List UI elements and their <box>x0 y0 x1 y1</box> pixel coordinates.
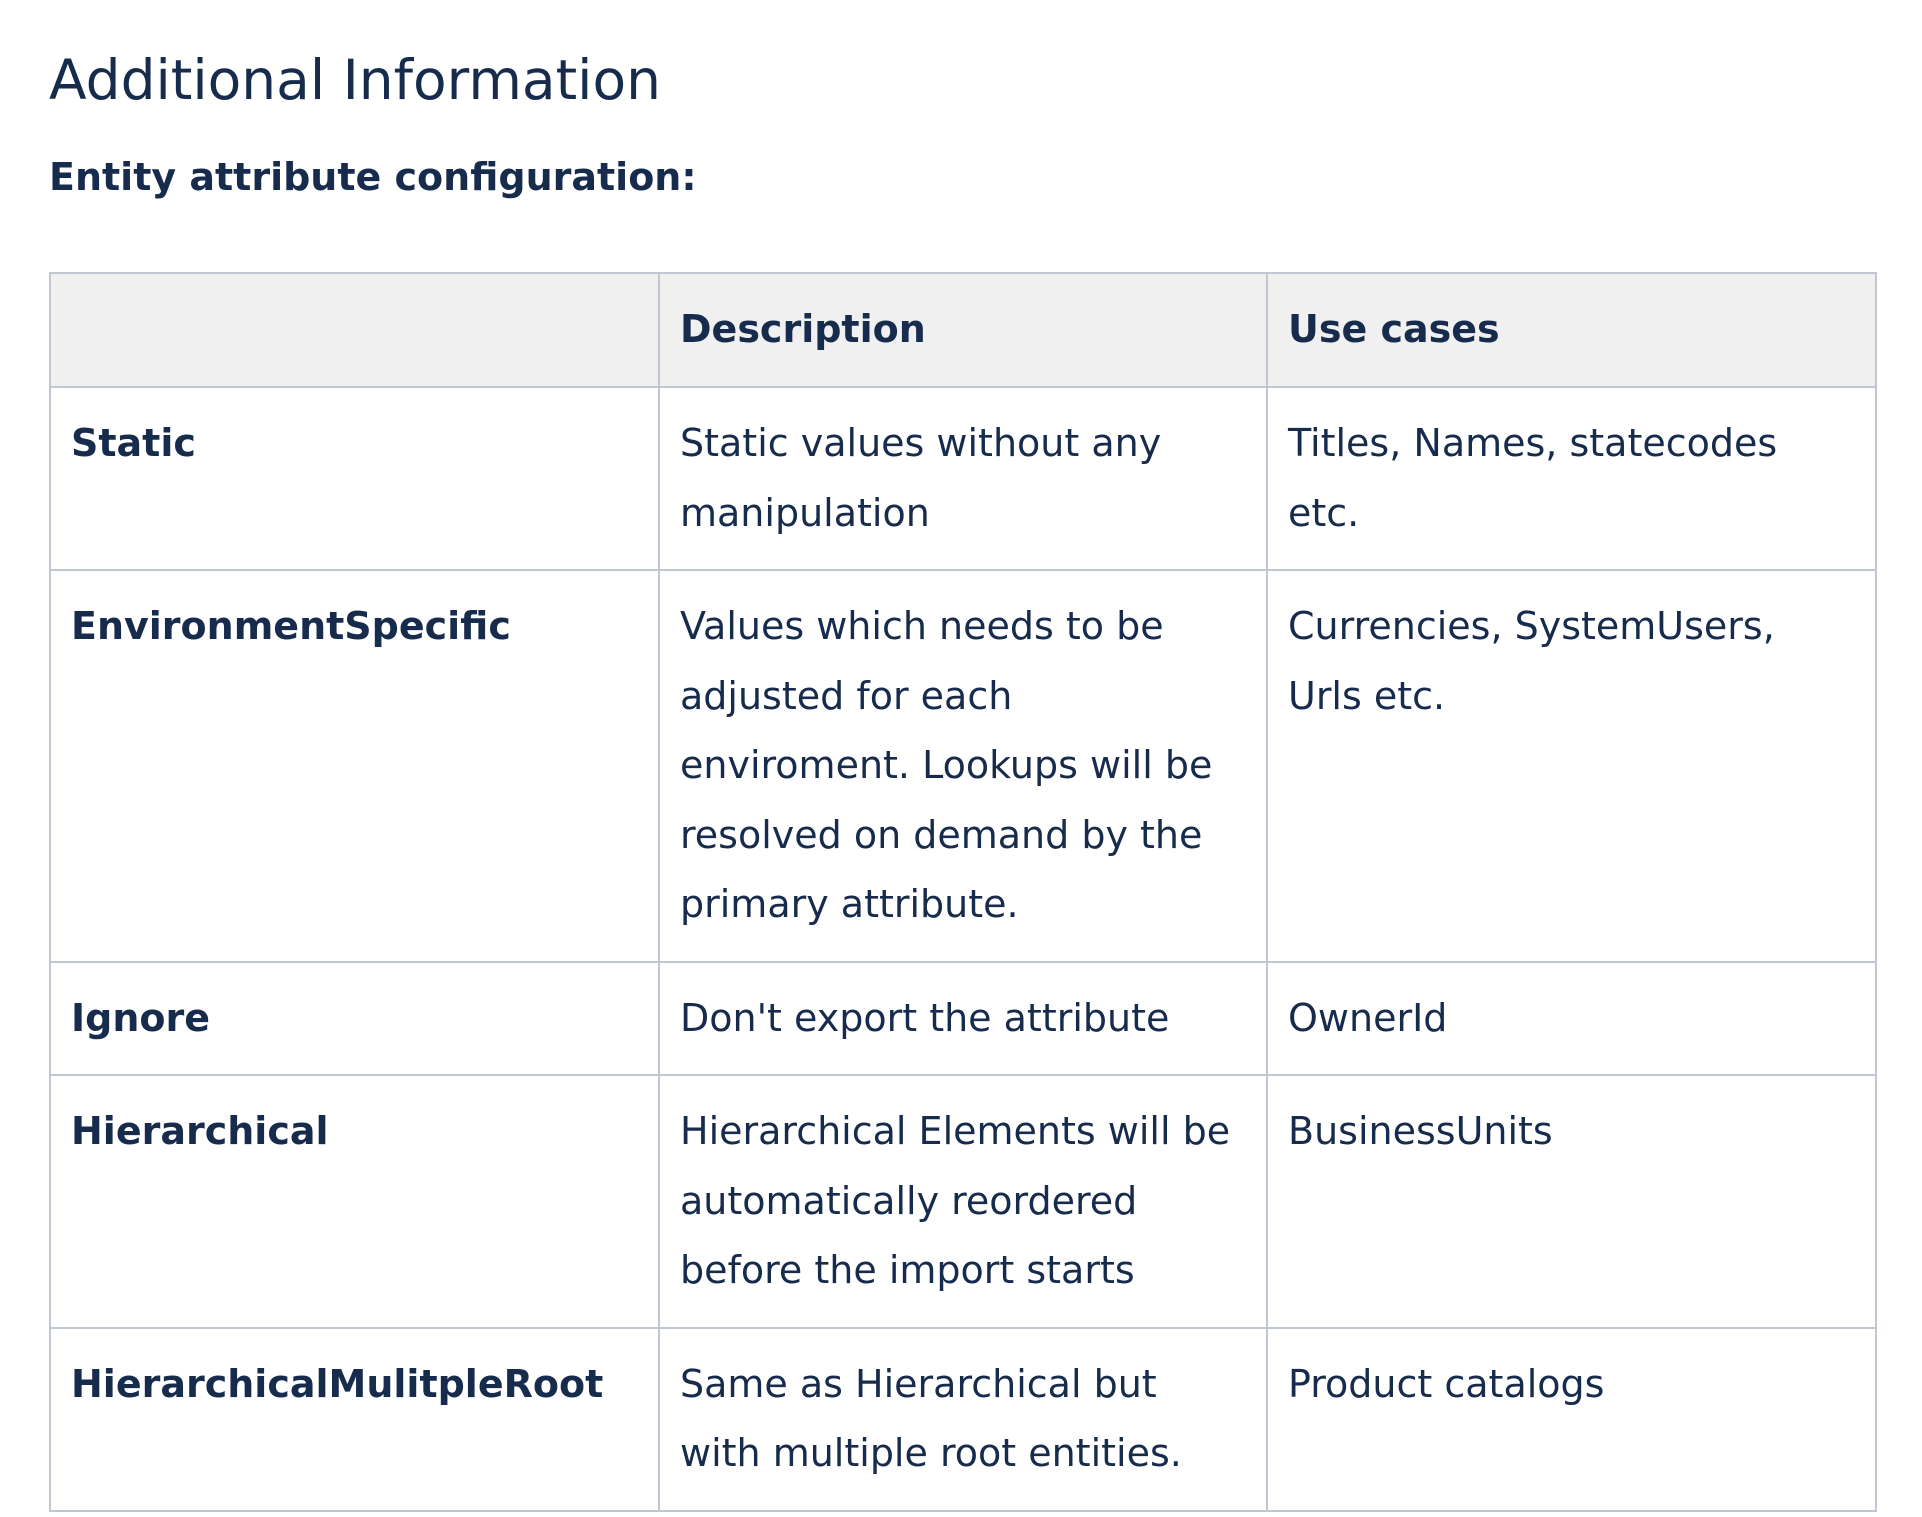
row-description-cell: Values which needs to be adjusted for ea… <box>658 569 1268 963</box>
attribute-configuration-table: Description Use cases Static Static valu… <box>49 272 1877 1512</box>
table-row: HierarchicalMulitpleRoot Same as Hierarc… <box>49 1326 1877 1512</box>
row-name-cell: HierarchicalMulitpleRoot <box>49 1326 660 1512</box>
row-name-cell: Static <box>49 386 660 571</box>
row-use-cases-cell: Titles, Names, statecodes etc. <box>1266 386 1877 571</box>
column-header-name <box>49 272 660 388</box>
table-row: Ignore Don't export the attribute OwnerI… <box>49 960 1877 1076</box>
row-use-cases-cell: Product catalogs <box>1266 1326 1877 1512</box>
section-label: Entity attribute configuration: <box>49 155 697 199</box>
row-name-cell: Ignore <box>49 960 660 1076</box>
row-use-cases-cell: OwnerId <box>1266 960 1877 1076</box>
row-description-cell: Static values without any manipulation <box>658 386 1268 571</box>
table-row: Static Static values without any manipul… <box>49 386 1877 571</box>
row-name-cell: EnvironmentSpecific <box>49 569 660 963</box>
page-title: Additional Information <box>49 48 661 112</box>
table-header-row: Description Use cases <box>49 272 1877 388</box>
row-use-cases-cell: BusinessUnits <box>1266 1074 1877 1329</box>
row-use-cases-cell: Currencies, SystemUsers, Urls etc. <box>1266 569 1877 963</box>
row-description-cell: Same as Hierarchical but with multiple r… <box>658 1326 1268 1512</box>
table-row: Hierarchical Hierarchical Elements will … <box>49 1074 1877 1329</box>
table-row: EnvironmentSpecific Values which needs t… <box>49 569 1877 963</box>
column-header-use-cases: Use cases <box>1266 272 1877 388</box>
row-description-cell: Don't export the attribute <box>658 960 1268 1076</box>
row-description-cell: Hierarchical Elements will be automatica… <box>658 1074 1268 1329</box>
column-header-description: Description <box>658 272 1268 388</box>
row-name-cell: Hierarchical <box>49 1074 660 1329</box>
